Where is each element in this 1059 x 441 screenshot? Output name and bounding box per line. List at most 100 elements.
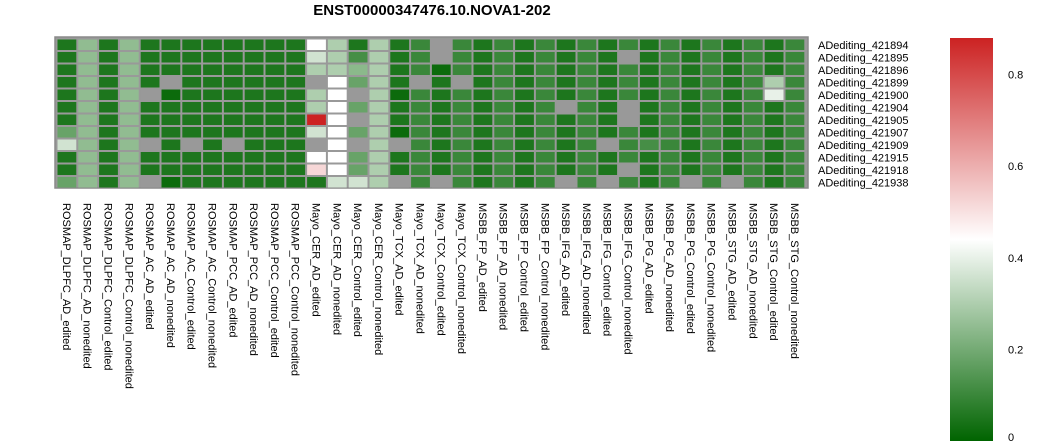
heatmap-cell [57, 127, 77, 138]
heatmap-cell [598, 127, 618, 138]
column-label: MSBB_PG_AD_edited [642, 203, 654, 314]
heatmap-cell [119, 164, 139, 175]
column-label: ROSMAP_DLPFC_Control_edited [102, 203, 114, 371]
heatmap-cell [702, 127, 722, 138]
heatmap-cell [494, 177, 514, 188]
heatmap-cell [203, 164, 222, 175]
heatmap-cell [785, 139, 805, 150]
heatmap-cell [743, 114, 763, 125]
heatmap-cell [203, 39, 222, 50]
heatmap-cell [702, 164, 722, 175]
heatmap-cell [764, 89, 784, 100]
heatmap-cell [78, 89, 98, 100]
row-label: ADediting_421904 [818, 102, 909, 114]
heatmap-cell [764, 77, 784, 88]
heatmap-cell [556, 177, 576, 188]
heatmap-cell [286, 114, 306, 125]
row-label: ADediting_421900 [818, 90, 909, 102]
heatmap-cell [57, 39, 77, 50]
heatmap-cell [286, 177, 306, 188]
heatmap-cell [639, 139, 659, 150]
heatmap-cell [411, 114, 430, 125]
heatmap-cell [265, 89, 285, 100]
heatmap-cell [598, 89, 618, 100]
heatmap-cell [327, 89, 347, 100]
heatmap-cell [764, 64, 784, 75]
heatmap-cell [619, 177, 638, 188]
heatmap-cell [681, 77, 701, 88]
heatmap-cell [203, 102, 222, 113]
heatmap-cell [743, 164, 763, 175]
heatmap-cell [431, 89, 451, 100]
heatmap-cell [99, 39, 118, 50]
heatmap-cell [327, 114, 347, 125]
heatmap-cell [369, 139, 389, 150]
heatmap-cell [286, 39, 306, 50]
heatmap-cell [99, 52, 118, 63]
heatmap-cell [307, 139, 326, 150]
heatmap-cell [723, 114, 742, 125]
heatmap-cell [390, 139, 410, 150]
heatmap-cells [57, 39, 805, 188]
heatmap-cell [535, 127, 555, 138]
heatmap-cell [723, 39, 742, 50]
heatmap-cell [681, 164, 701, 175]
heatmap-cell [57, 152, 77, 163]
heatmap-cell [639, 64, 659, 75]
chart-title: ENST00000347476.10.NOVA1-202 [313, 2, 550, 19]
heatmap-cell [577, 52, 597, 63]
heatmap-cell [161, 89, 181, 100]
legend-tick-label: 0 [1008, 432, 1014, 441]
heatmap-cell [203, 52, 222, 63]
heatmap-cell [639, 39, 659, 50]
color-legend: 0 0.2 0.4 0.6 0.8 [950, 38, 1023, 441]
heatmap-cell [223, 164, 243, 175]
heatmap-cell [639, 114, 659, 125]
column-label: MSBB_FP_AD_edited [476, 203, 488, 312]
heatmap-cell [140, 77, 160, 88]
heatmap-cell [327, 127, 347, 138]
heatmap-cell [743, 52, 763, 63]
heatmap-cell [78, 164, 98, 175]
heatmap-cell [327, 102, 347, 113]
heatmap-cell [535, 114, 555, 125]
legend-colorbar [950, 38, 993, 441]
heatmap-cell [99, 127, 118, 138]
heatmap-cell [743, 77, 763, 88]
heatmap-cell [390, 89, 410, 100]
heatmap-cell [535, 164, 555, 175]
heatmap-cell [723, 64, 742, 75]
heatmap-cell [78, 77, 98, 88]
heatmap-cell [702, 89, 722, 100]
heatmap-cell [265, 64, 285, 75]
heatmap-cell [265, 164, 285, 175]
heatmap-cell [182, 139, 202, 150]
heatmap-cell [702, 102, 722, 113]
heatmap-cell [307, 114, 326, 125]
heatmap-cell [577, 64, 597, 75]
heatmap-cell [660, 89, 680, 100]
heatmap-cell [598, 164, 618, 175]
heatmap-cell [452, 139, 472, 150]
heatmap-cell [182, 114, 202, 125]
heatmap-cell [369, 114, 389, 125]
heatmap-cell [140, 127, 160, 138]
row-label: ADediting_421894 [818, 40, 909, 52]
heatmap-cell [743, 152, 763, 163]
heatmap-cell [140, 152, 160, 163]
heatmap-cell [702, 77, 722, 88]
heatmap-cell [723, 52, 742, 63]
heatmap-cell [78, 114, 98, 125]
heatmap-cell [286, 52, 306, 63]
heatmap-cell [431, 164, 451, 175]
heatmap-cell [681, 64, 701, 75]
heatmap-cell [140, 177, 160, 188]
heatmap-cell [99, 102, 118, 113]
row-label: ADediting_421905 [818, 115, 909, 127]
column-label: ROSMAP_PCC_Control_edited [268, 203, 280, 358]
heatmap-cell [743, 127, 763, 138]
column-label: Mayo_CER_AD_nonedited [330, 203, 342, 335]
row-label: ADediting_421896 [818, 65, 909, 77]
heatmap-cell [390, 177, 410, 188]
heatmap-cell [57, 164, 77, 175]
